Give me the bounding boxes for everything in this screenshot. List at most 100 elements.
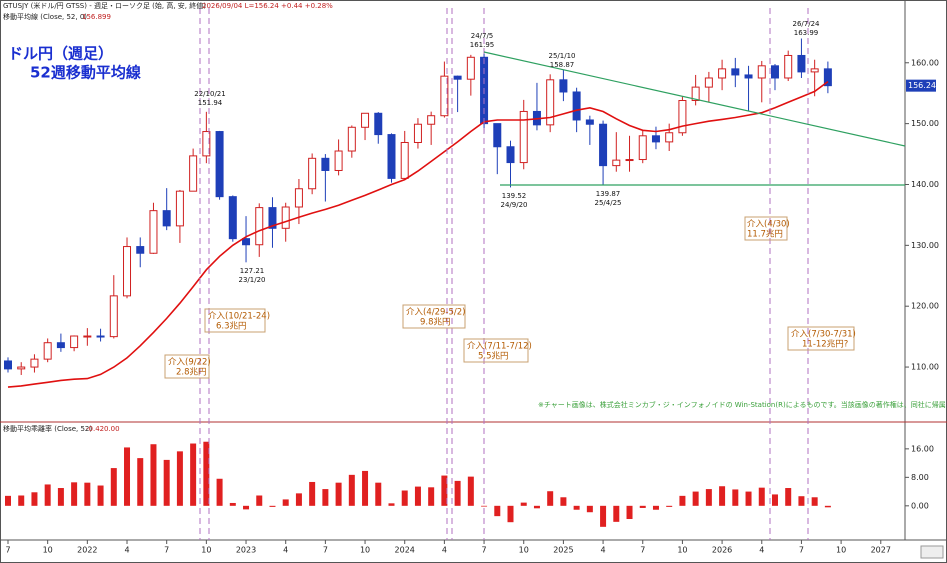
osc-bar xyxy=(692,491,699,506)
x-tick-label: 2023 xyxy=(236,546,256,555)
osc-bar xyxy=(547,491,554,506)
osc-bar xyxy=(137,458,144,506)
x-tick-label: 4 xyxy=(283,546,288,555)
osc-bar xyxy=(269,505,276,507)
ma-last: 156.899 xyxy=(82,13,111,21)
osc-bar xyxy=(573,505,580,510)
y-tick-label: 140.00 xyxy=(911,180,939,189)
osc-bar xyxy=(533,505,540,509)
candle-body xyxy=(83,335,92,338)
candle-body xyxy=(519,110,528,164)
osc-bar xyxy=(626,505,633,519)
candle-body xyxy=(30,358,39,368)
candle-body xyxy=(466,56,475,80)
intervention-amount: 6.3兆円 xyxy=(216,321,247,332)
osc-bar xyxy=(71,482,78,506)
y-tick-label: 150.00 xyxy=(911,119,939,128)
y-tick-label: 160.00 xyxy=(911,58,939,67)
candle-body xyxy=(43,342,52,360)
x-tick-label: 10 xyxy=(677,546,687,555)
annotation-price: 161.95 xyxy=(470,41,495,49)
intervention-label: 介入(10/21-24) xyxy=(208,312,270,322)
scroll-control[interactable] xyxy=(920,545,944,559)
candle-body xyxy=(612,159,621,167)
candle-body xyxy=(162,210,171,227)
osc-bar xyxy=(560,497,567,506)
candle-body xyxy=(189,155,198,192)
x-tick-label: 2026 xyxy=(712,546,732,555)
candle-body xyxy=(797,54,806,73)
candle-body xyxy=(665,132,674,143)
intervention-amount: 11.7兆円 xyxy=(747,229,783,240)
candle-body xyxy=(625,159,634,162)
osc-bar xyxy=(97,485,104,506)
annotation-date: 24/7/5 xyxy=(471,32,494,40)
annotation-date: 25/4/25 xyxy=(595,199,622,207)
intervention-label: 介入(4/29-5/2) xyxy=(406,308,465,318)
intervention-label: 介入(7/30-7/31) xyxy=(791,330,856,340)
ma-label: 移動平均線 (Close, 52, 0) xyxy=(3,12,87,21)
osc-bar xyxy=(732,489,739,506)
x-tick-label: 2022 xyxy=(77,546,97,555)
intervention-label: 介入(7/11-7/12) xyxy=(467,342,532,352)
osc-bar xyxy=(758,487,765,506)
intervention-amount: 2.8兆円 xyxy=(176,367,207,378)
osc-bar xyxy=(18,495,25,506)
x-tick-label: 10 xyxy=(201,546,211,555)
intervention-label: 介入(4/30) xyxy=(747,220,790,230)
annotation-date: 24/9/20 xyxy=(501,201,528,209)
candle-body xyxy=(175,190,184,227)
osc-bar xyxy=(507,505,514,523)
osc-bar xyxy=(428,487,435,506)
candle-body xyxy=(493,123,502,148)
osc-bar xyxy=(520,502,527,506)
osc-bar xyxy=(441,475,448,506)
osc-bar xyxy=(309,481,316,506)
osc-bar xyxy=(176,451,183,506)
candle-body xyxy=(334,150,343,171)
candle-body xyxy=(4,360,12,370)
osc-bar xyxy=(124,447,131,506)
intervention-box xyxy=(463,338,529,363)
x-tick-label: 4 xyxy=(442,546,447,555)
osc-bar xyxy=(243,505,250,510)
osc-bar xyxy=(679,495,686,506)
osc-bar xyxy=(203,441,210,506)
x-tick-label: 10 xyxy=(360,546,370,555)
y-tick-label: 16.00 xyxy=(911,444,934,453)
osc-bar xyxy=(229,502,236,506)
candle-body xyxy=(638,135,647,161)
candle-body xyxy=(123,246,132,297)
chart-header: GTUSJY (米ドル/円 GTSS) - 週足・ローソク足 (始, 高, 安,… xyxy=(3,1,206,10)
x-tick-label: 7 xyxy=(323,546,328,555)
last-price-label: 156.24 xyxy=(908,81,936,90)
osc-bar xyxy=(705,489,712,506)
candle-body xyxy=(757,65,766,79)
x-tick-label: 2027 xyxy=(871,546,891,555)
candle-body xyxy=(294,188,303,208)
osc-bar xyxy=(414,486,421,506)
osc-bar xyxy=(216,478,223,506)
last-price-tag xyxy=(906,79,936,92)
candle-body xyxy=(546,79,555,126)
candle-body xyxy=(268,207,277,229)
quote: 2026/09/04 L=156.24 +0.44 +0.28% xyxy=(202,2,333,10)
candle-body xyxy=(96,335,105,338)
candle-body xyxy=(361,112,370,128)
intervention-amount: 11-12兆円? xyxy=(802,339,848,350)
osc-bar xyxy=(771,494,778,506)
candle-body xyxy=(678,100,687,134)
intervention-amount: 5.5兆円 xyxy=(478,351,509,362)
candle-body xyxy=(149,210,158,254)
candle-body xyxy=(427,115,436,125)
candle-body xyxy=(255,207,264,246)
annotation-date: 26/7/24 xyxy=(793,20,821,28)
osc-bar xyxy=(295,493,302,506)
y-tick-label: 8.00 xyxy=(911,473,929,482)
osc-bar xyxy=(719,486,726,506)
osc-bar xyxy=(785,488,792,506)
osc-readout: -0.42 xyxy=(86,425,104,433)
x-tick-label: 4 xyxy=(601,546,606,555)
x-tick-label: 7 xyxy=(799,546,804,555)
